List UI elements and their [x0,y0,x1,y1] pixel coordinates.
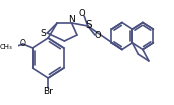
Text: Br: Br [43,87,53,96]
Text: CH₃: CH₃ [0,44,12,50]
Text: S: S [41,28,47,37]
Text: O: O [20,39,26,47]
Text: O: O [78,9,85,18]
Text: S: S [85,20,92,30]
Text: O: O [94,32,101,41]
Text: N: N [68,14,75,24]
